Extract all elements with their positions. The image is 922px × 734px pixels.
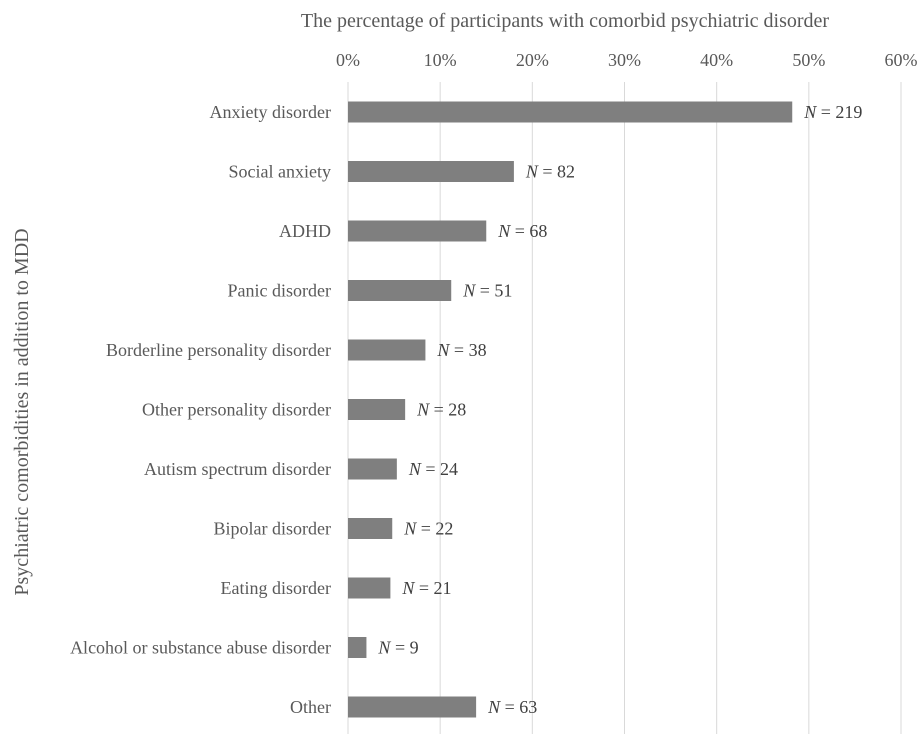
data-label: N = 24: [408, 459, 458, 479]
category-label: Borderline personality disorder: [106, 340, 331, 360]
data-label: N = 51: [462, 281, 512, 301]
bar: [348, 518, 393, 539]
x-tick-labels: 0% 10% 20% 30% 40% 50% 60%: [336, 50, 918, 70]
data-label: N = 9: [377, 638, 418, 658]
bar: [348, 101, 793, 123]
x-tick-label: 60%: [885, 50, 918, 70]
x-tick-label: 50%: [792, 50, 825, 70]
category-label: ADHD: [279, 221, 331, 241]
category-label: Social anxiety: [229, 162, 331, 182]
category-label: Eating disorder: [221, 578, 331, 598]
bar: [348, 577, 391, 599]
data-label: N = 28: [416, 400, 466, 420]
data-labels: N = 219 N = 82 N = 68 N = 51 N = 38 N = 28 N =…: [377, 102, 862, 717]
bar: [348, 458, 397, 480]
bar: [348, 280, 452, 301]
data-label: N = 38: [436, 340, 486, 360]
bar: [348, 637, 367, 658]
x-tick-label: 20%: [516, 50, 549, 70]
data-label: N = 63: [487, 697, 537, 717]
category-label: Panic disorder: [228, 281, 331, 301]
category-label: Autism spectrum disorder: [144, 459, 331, 479]
data-label: N = 22: [403, 519, 453, 539]
x-tick-label: 30%: [608, 50, 641, 70]
bar: [348, 399, 406, 420]
data-label: N = 82: [525, 162, 575, 182]
category-labels: Anxiety disorder Social anxiety ADHD Panic …: [70, 102, 331, 717]
x-tick-label: 10%: [424, 50, 457, 70]
bar: [348, 220, 487, 242]
category-label: Other: [290, 697, 331, 717]
data-label: N = 21: [401, 578, 451, 598]
bars: [348, 101, 793, 718]
bar: [348, 339, 426, 361]
y-axis-title: Psychiatric comorbidities in addition to…: [11, 228, 33, 595]
data-label: N = 68: [497, 221, 547, 241]
x-tick-label: 40%: [700, 50, 733, 70]
category-label: Alcohol or substance abuse disorder: [70, 638, 331, 658]
gridlines: [347, 82, 902, 734]
bar: [348, 696, 477, 718]
data-label: N = 219: [803, 102, 862, 122]
category-label: Bipolar disorder: [214, 519, 331, 539]
x-tick-label: 0%: [336, 50, 360, 70]
bar: [348, 161, 514, 182]
category-label: Anxiety disorder: [210, 102, 331, 122]
x-axis-title: The percentage of participants with como…: [301, 10, 829, 32]
category-label: Other personality disorder: [142, 400, 331, 420]
